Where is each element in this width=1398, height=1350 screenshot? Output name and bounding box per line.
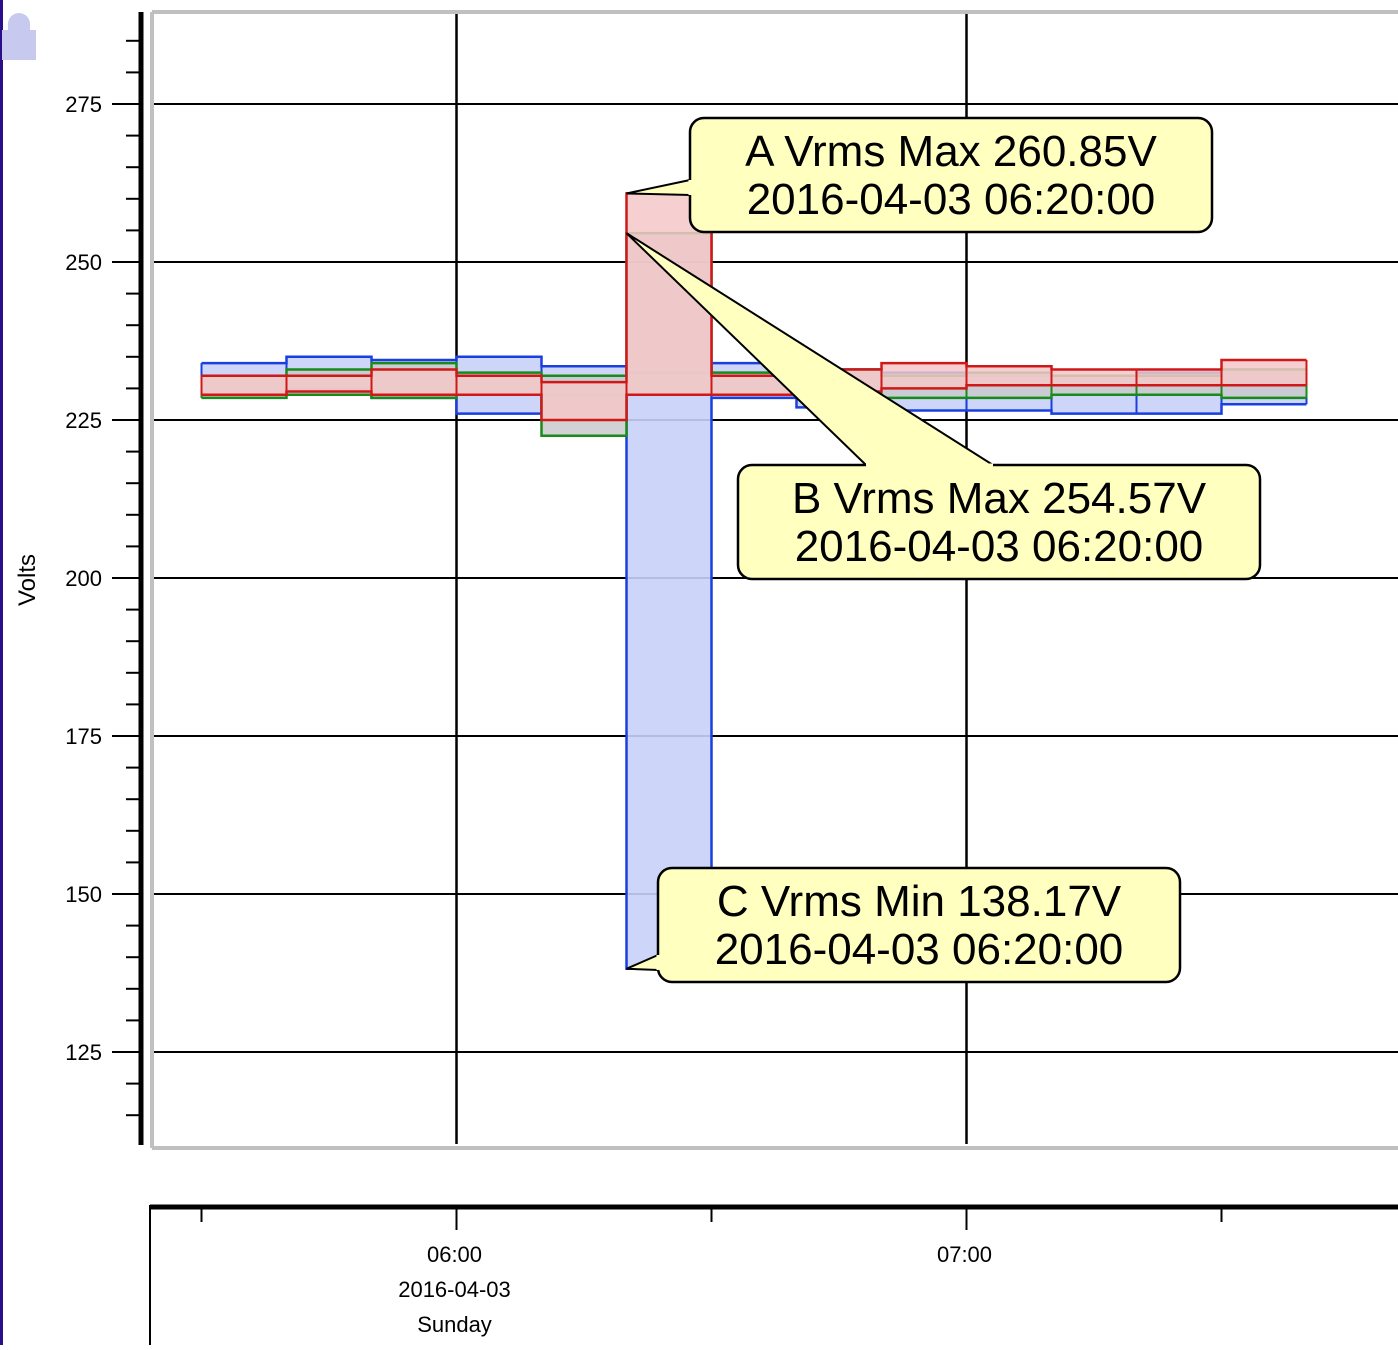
- series-A-band: [371, 369, 457, 395]
- series-A-band: [966, 366, 1052, 386]
- callout-text: 2016-04-03 06:20:00: [795, 522, 1204, 571]
- series-A-band: [1136, 369, 1222, 386]
- y-tick-label: 200: [65, 566, 102, 591]
- callout-box: [688, 116, 1214, 234]
- y-tick-label: 225: [65, 408, 102, 433]
- series-layer: [200, 192, 1308, 971]
- y-axis: 125 150 175 200 225 250 275: [65, 12, 144, 1145]
- callout-text: 2016-04-03 06:20:00: [715, 925, 1124, 974]
- y-axis-title: Volts: [14, 554, 41, 606]
- series-A-band: [711, 375, 797, 395]
- series-A-band: [541, 382, 627, 420]
- y-tick-label: 250: [65, 250, 102, 275]
- series-A-band: [1221, 359, 1307, 386]
- series-A-band: [286, 375, 372, 392]
- series-A-band: [456, 375, 542, 395]
- y-tick-label: 150: [65, 882, 102, 907]
- series-A-band: [881, 363, 967, 389]
- sidebar-strip: [0, 0, 3, 1345]
- series-A-band: [1051, 369, 1137, 386]
- x-tick-label: Sunday: [417, 1312, 492, 1337]
- callout-box: [736, 463, 1262, 581]
- x-tick-label: 07:00: [937, 1242, 992, 1267]
- series-A: [200, 192, 1308, 422]
- plot-frame: [150, 10, 1398, 1150]
- callout-text: 2016-04-03 06:20:00: [747, 175, 1156, 224]
- series-A-band: [201, 375, 287, 395]
- y-tick-label: 175: [65, 724, 102, 749]
- callout-pointer: [626, 178, 691, 197]
- callout-text: C Vrms Min 138.17V: [717, 877, 1122, 926]
- callout-text: A Vrms Max 260.85V: [745, 127, 1157, 176]
- x-axis: 06:00 2016-04-03 Sunday 07:00: [149, 1204, 1398, 1345]
- x-tick-label: 06:00: [427, 1242, 482, 1267]
- y-tick-label: 125: [65, 1040, 102, 1065]
- y-tick-label: 275: [65, 92, 102, 117]
- lock-icon[interactable]: [2, 13, 36, 60]
- callout-text: B Vrms Max 254.57V: [792, 474, 1207, 523]
- series-A-max-line: [201, 192, 1307, 384]
- callout-box: [656, 866, 1182, 984]
- x-tick-label: 2016-04-03: [398, 1277, 511, 1302]
